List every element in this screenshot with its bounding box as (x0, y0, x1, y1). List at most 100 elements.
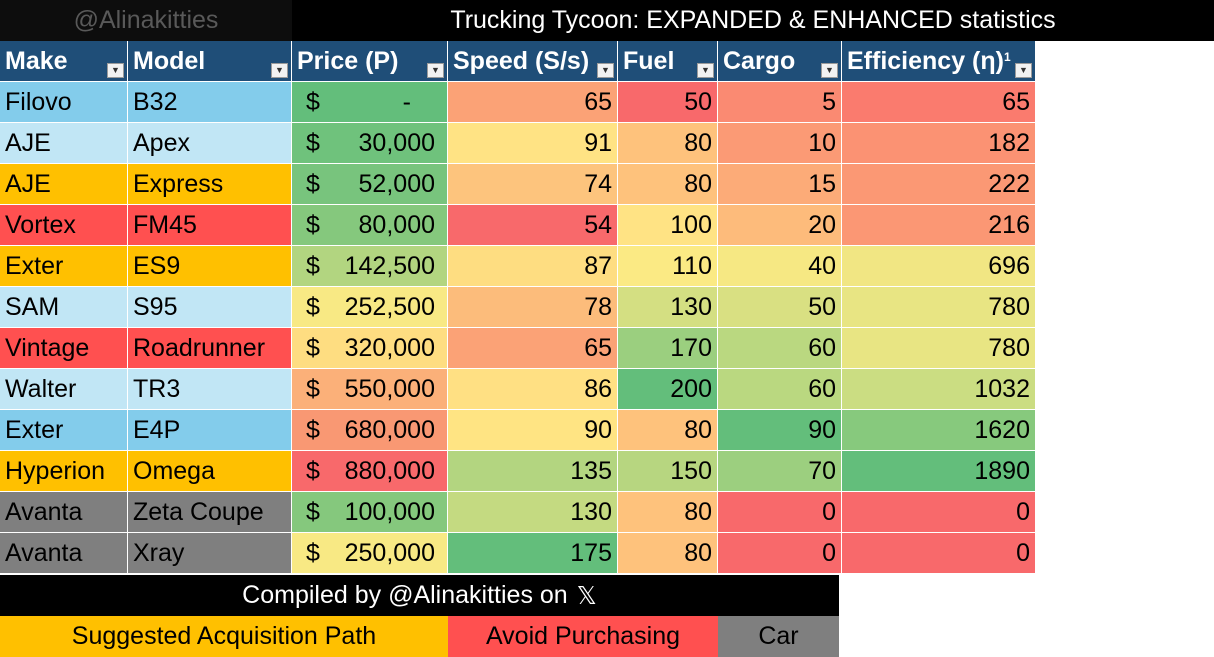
cell-make[interactable]: Avanta (0, 492, 128, 533)
cell-fuel[interactable]: 80 (618, 410, 718, 451)
cell-fuel[interactable]: 80 (618, 123, 718, 164)
dropdown-filter-icon[interactable]: ▼ (271, 63, 288, 78)
cell-model[interactable]: TR3 (128, 369, 292, 410)
cell-speed[interactable]: 91 (448, 123, 618, 164)
cell-make[interactable]: Avanta (0, 533, 128, 574)
cell-efficiency[interactable]: 222 (842, 164, 1036, 205)
cell-model[interactable]: Xray (128, 533, 292, 574)
cell-speed[interactable]: 78 (448, 287, 618, 328)
cell-price[interactable]: $100,000 (292, 492, 448, 533)
model-text: Omega (133, 456, 215, 485)
cell-efficiency[interactable]: 1890 (842, 451, 1036, 492)
cell-speed[interactable]: 86 (448, 369, 618, 410)
cell-speed[interactable]: 175 (448, 533, 618, 574)
cell-speed[interactable]: 65 (448, 82, 618, 123)
cell-fuel[interactable]: 50 (618, 82, 718, 123)
cell-make[interactable]: Filovo (0, 82, 128, 123)
cell-model[interactable]: S95 (128, 287, 292, 328)
cell-speed[interactable]: 135 (448, 451, 618, 492)
cell-fuel[interactable]: 100 (618, 205, 718, 246)
cell-make[interactable]: AJE (0, 164, 128, 205)
cell-cargo[interactable]: 60 (718, 369, 842, 410)
cell-model[interactable]: Zeta Coupe (128, 492, 292, 533)
cell-model[interactable]: Express (128, 164, 292, 205)
cell-cargo[interactable]: 0 (718, 533, 842, 574)
efficiency-value: 1032 (974, 374, 1030, 403)
cell-efficiency[interactable]: 0 (842, 492, 1036, 533)
cell-efficiency[interactable]: 780 (842, 328, 1036, 369)
cell-price[interactable]: $52,000 (292, 164, 448, 205)
cell-model[interactable]: Apex (128, 123, 292, 164)
cell-model[interactable]: ES9 (128, 246, 292, 287)
dropdown-filter-icon[interactable]: ▼ (1015, 63, 1032, 78)
cell-price[interactable]: $ - (292, 82, 448, 123)
cell-cargo[interactable]: 60 (718, 328, 842, 369)
cell-fuel[interactable]: 80 (618, 492, 718, 533)
cell-make[interactable]: AJE (0, 123, 128, 164)
cell-fuel[interactable]: 170 (618, 328, 718, 369)
cell-price[interactable]: $250,000 (292, 533, 448, 574)
cell-fuel[interactable]: 80 (618, 164, 718, 205)
cargo-value: 20 (808, 210, 836, 239)
cell-cargo[interactable]: 40 (718, 246, 842, 287)
cell-price[interactable]: $550,000 (292, 369, 448, 410)
cell-efficiency[interactable]: 1620 (842, 410, 1036, 451)
cargo-value: 0 (822, 497, 836, 526)
dropdown-filter-icon[interactable]: ▼ (427, 63, 444, 78)
cell-price[interactable]: $30,000 (292, 123, 448, 164)
cell-efficiency[interactable]: 1032 (842, 369, 1036, 410)
cell-fuel[interactable]: 80 (618, 533, 718, 574)
cell-cargo[interactable]: 20 (718, 205, 842, 246)
cell-model[interactable]: B32 (128, 82, 292, 123)
cell-make[interactable]: Hyperion (0, 451, 128, 492)
dropdown-filter-icon[interactable]: ▼ (107, 63, 124, 78)
dropdown-filter-icon[interactable]: ▼ (697, 63, 714, 78)
cell-make[interactable]: Walter (0, 369, 128, 410)
cell-speed[interactable]: 130 (448, 492, 618, 533)
cell-cargo[interactable]: 0 (718, 492, 842, 533)
price-value: 250,000 (344, 538, 435, 567)
cell-cargo[interactable]: 10 (718, 123, 842, 164)
cell-price[interactable]: $320,000 (292, 328, 448, 369)
cell-speed[interactable]: 54 (448, 205, 618, 246)
cell-fuel[interactable]: 150 (618, 451, 718, 492)
cell-speed[interactable]: 90 (448, 410, 618, 451)
cell-efficiency[interactable]: 182 (842, 123, 1036, 164)
cell-speed[interactable]: 74 (448, 164, 618, 205)
cell-make[interactable]: Vortex (0, 205, 128, 246)
cell-model[interactable]: FM45 (128, 205, 292, 246)
cell-speed[interactable]: 87 (448, 246, 618, 287)
cell-model[interactable]: Roadrunner (128, 328, 292, 369)
cell-price[interactable]: $880,000 (292, 451, 448, 492)
cell-price[interactable]: $252,500 (292, 287, 448, 328)
cell-efficiency[interactable]: 65 (842, 82, 1036, 123)
currency-symbol: $ (306, 333, 320, 362)
cell-cargo[interactable]: 5 (718, 82, 842, 123)
cell-price[interactable]: $680,000 (292, 410, 448, 451)
currency-symbol: $ (306, 87, 320, 116)
cell-efficiency[interactable]: 0 (842, 533, 1036, 574)
cell-fuel[interactable]: 200 (618, 369, 718, 410)
dropdown-filter-icon[interactable]: ▼ (821, 63, 838, 78)
cell-cargo[interactable]: 70 (718, 451, 842, 492)
cell-make[interactable]: Vintage (0, 328, 128, 369)
cell-model[interactable]: E4P (128, 410, 292, 451)
cell-efficiency[interactable]: 216 (842, 205, 1036, 246)
column-header-model: Model ▼ (128, 41, 292, 82)
cell-model[interactable]: Omega (128, 451, 292, 492)
dropdown-filter-icon[interactable]: ▼ (597, 63, 614, 78)
cell-speed[interactable]: 65 (448, 328, 618, 369)
cell-fuel[interactable]: 130 (618, 287, 718, 328)
cell-price[interactable]: $142,500 (292, 246, 448, 287)
fuel-value: 80 (684, 415, 712, 444)
cell-efficiency[interactable]: 780 (842, 287, 1036, 328)
cell-make[interactable]: Exter (0, 246, 128, 287)
cell-cargo[interactable]: 90 (718, 410, 842, 451)
cell-cargo[interactable]: 15 (718, 164, 842, 205)
cell-price[interactable]: $80,000 (292, 205, 448, 246)
cell-efficiency[interactable]: 696 (842, 246, 1036, 287)
cell-make[interactable]: SAM (0, 287, 128, 328)
cell-fuel[interactable]: 110 (618, 246, 718, 287)
cell-make[interactable]: Exter (0, 410, 128, 451)
cell-cargo[interactable]: 50 (718, 287, 842, 328)
